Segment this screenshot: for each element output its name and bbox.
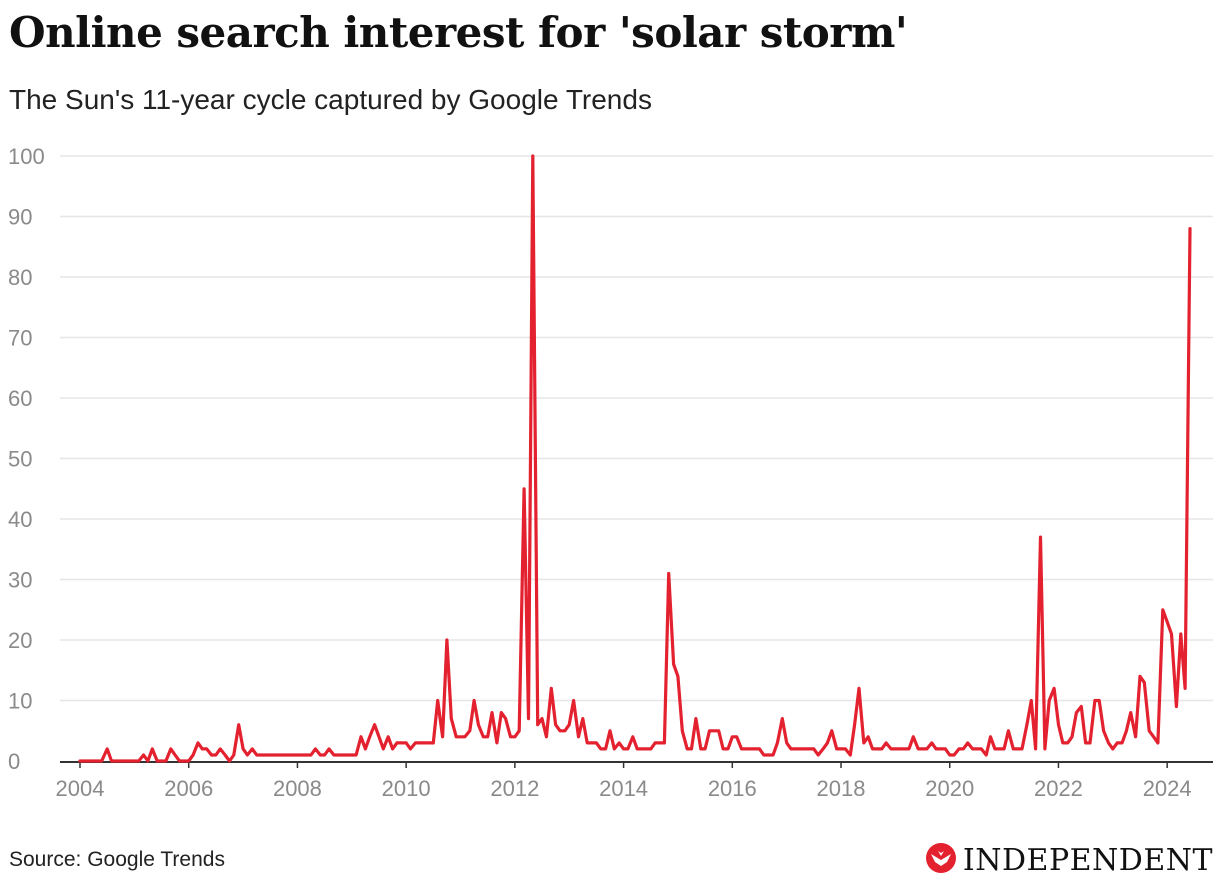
x-tick-label: 2004 <box>56 776 105 801</box>
x-tick-label: 2008 <box>273 776 322 801</box>
x-tick-label: 2014 <box>599 776 648 801</box>
x-tick-label: 2024 <box>1143 776 1192 801</box>
x-tick-label: 2016 <box>708 776 757 801</box>
chart-title: Online search interest for 'solar storm' <box>9 8 908 57</box>
x-tick-label: 2012 <box>490 776 539 801</box>
series-line <box>78 154 1192 763</box>
brand-logo[interactable]: INDEPENDENT <box>925 842 1213 879</box>
y-tick-label: 0 <box>8 749 20 774</box>
y-tick-label: 50 <box>8 447 32 472</box>
y-tick-label: 100 <box>8 144 45 169</box>
brand-name: INDEPENDENT <box>962 843 1213 878</box>
y-tick-label: 60 <box>8 386 32 411</box>
chart-subtitle: The Sun's 11-year cycle captured by Goog… <box>9 84 652 115</box>
y-tick-label: 10 <box>8 689 32 714</box>
y-tick-label: 40 <box>8 507 32 532</box>
x-tick-label: 2022 <box>1034 776 1083 801</box>
series-layer <box>78 154 1192 763</box>
y-axis-ticks: 0 10 20 30 40 50 60 70 80 90 100 <box>8 144 45 774</box>
source-note: Source: Google Trends <box>9 848 225 871</box>
x-tick-label: 2010 <box>382 776 431 801</box>
y-tick-label: 90 <box>8 205 32 230</box>
y-tick-label: 20 <box>8 628 32 653</box>
x-tick-label: 2020 <box>925 776 974 801</box>
y-tick-label: 80 <box>8 265 32 290</box>
gridlines <box>60 155 1213 702</box>
y-tick-label: 30 <box>8 568 32 593</box>
x-tick-label: 2018 <box>817 776 866 801</box>
y-tick-label: 70 <box>8 326 32 351</box>
eagle-icon <box>925 842 957 879</box>
x-axis-ticks: 2004 2006 2008 2010 2012 2014 2016 2018 2020 2022… <box>56 762 1192 801</box>
x-tick-label: 2006 <box>164 776 213 801</box>
